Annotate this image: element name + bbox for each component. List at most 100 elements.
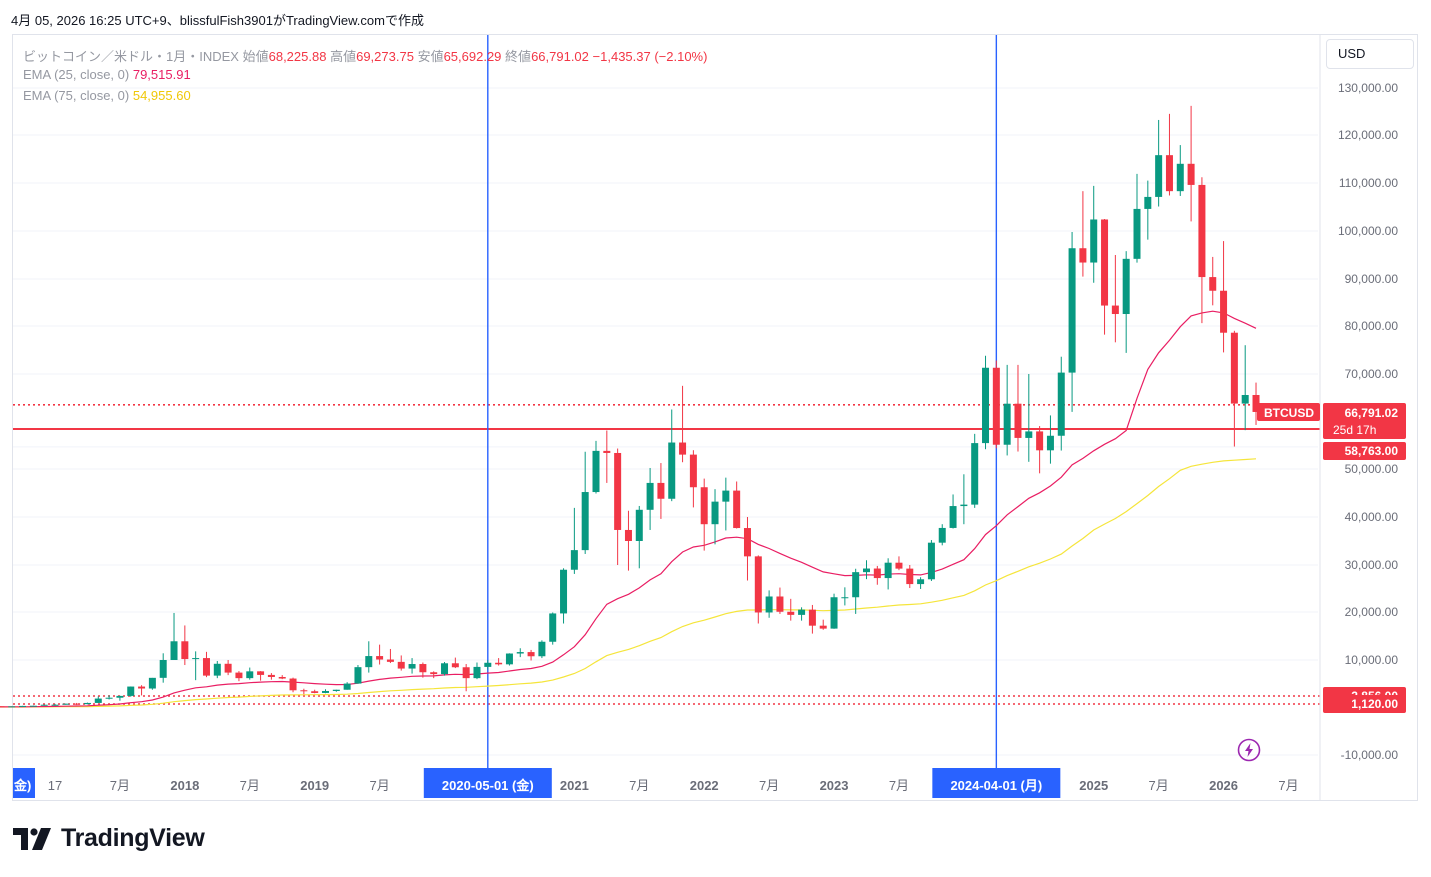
candle-body — [1057, 372, 1065, 436]
price-tick-label: 110,000.00 — [1339, 176, 1398, 190]
time-tick-label: 7月 — [1149, 778, 1169, 793]
candle-body — [224, 663, 232, 673]
ema25-label: EMA (25, close, 0) — [23, 67, 130, 82]
price-tick-label: 120,000.00 — [1338, 128, 1398, 142]
candle-body — [1252, 394, 1260, 412]
brand-name: TradingView — [61, 824, 205, 852]
candle-body — [159, 660, 167, 678]
candle-body — [754, 556, 762, 613]
candle-body — [397, 661, 405, 669]
candle-body — [170, 641, 178, 660]
candle-body — [722, 490, 730, 502]
candle-body — [787, 611, 795, 615]
highlight-time-label-bg — [423, 768, 552, 798]
price-tick-label: -10,000.00 — [1341, 748, 1399, 762]
ema-price-label: 58,763.00 — [1345, 444, 1399, 458]
candle-body — [148, 677, 156, 689]
candle-body — [73, 703, 81, 705]
candle-body — [1068, 248, 1076, 373]
candle-body — [430, 672, 438, 675]
candle-body — [138, 686, 146, 689]
ema25-legend[interactable]: EMA (25, close, 0) 79,515.91 — [23, 67, 191, 82]
candle-body — [322, 690, 329, 693]
tradingview-logo[interactable]: TradingView — [13, 824, 205, 853]
candle-body — [1014, 403, 1022, 438]
clipped-highlight-label: 金) — [13, 778, 31, 793]
ema75-legend[interactable]: EMA (75, close, 0) 54,955.60 — [23, 88, 191, 103]
time-tick-label: 7月 — [110, 778, 130, 793]
currency-button[interactable]: USD — [1326, 39, 1414, 69]
time-tick-label: 2018 — [170, 778, 199, 793]
ema25-value: 79,515.91 — [132, 67, 191, 82]
candle-body — [246, 671, 254, 679]
candle-body — [1090, 219, 1098, 263]
lightning-icon[interactable] — [1237, 738, 1261, 762]
bar-countdown-label: 25d 17h — [1333, 423, 1376, 437]
time-tick-label: 7月 — [629, 778, 649, 793]
candle-body — [841, 597, 849, 599]
price-tick-label: 40,000.00 — [1345, 510, 1399, 524]
candle-body — [8, 706, 16, 708]
price-tick-label: 20,000.00 — [1345, 605, 1399, 619]
candle-body — [1155, 155, 1163, 197]
candle-body — [1122, 258, 1130, 315]
candle-body — [1209, 277, 1217, 291]
candle-body — [938, 527, 946, 543]
candle-body — [603, 450, 611, 453]
candle-body — [679, 442, 687, 455]
time-tick-label: 7月 — [369, 778, 389, 793]
candle-body — [852, 572, 860, 598]
candle-body — [765, 596, 773, 613]
candle-body — [1025, 431, 1033, 438]
candle-body — [235, 672, 243, 679]
time-tick-label: 17 — [48, 778, 62, 793]
candle-body — [906, 568, 914, 585]
candle-body — [646, 482, 654, 510]
close-label: 終値 — [505, 49, 532, 64]
candle-body — [116, 695, 124, 698]
candle-body — [462, 667, 470, 679]
price-tick-label: 10,000.00 — [1345, 653, 1399, 667]
candle-body — [40, 704, 48, 706]
candle-body — [960, 504, 968, 507]
candle-body — [516, 652, 524, 654]
candle-body — [83, 702, 91, 705]
grid-lines — [13, 87, 1318, 756]
candle-body — [441, 663, 449, 675]
candle-body — [1198, 184, 1206, 278]
candle-body — [105, 697, 113, 699]
ema-75-line-group — [0, 458, 1257, 708]
candle-body — [94, 698, 102, 703]
candle-body — [1165, 155, 1173, 192]
candle-body — [1046, 435, 1054, 451]
price-tick-label: 90,000.00 — [1345, 272, 1399, 286]
candle-body — [581, 492, 589, 551]
candle-body — [386, 659, 394, 662]
ema-price-label-bg — [1323, 442, 1406, 460]
candle-body — [624, 529, 632, 541]
symbol-legend[interactable]: ビットコイン／米ドル・1月・INDEX 始値68,225.88 高値69,273… — [23, 46, 707, 65]
candle-body — [419, 664, 427, 673]
candle-body — [808, 609, 816, 626]
candle-body — [1111, 305, 1119, 315]
chart-created-caption: 4月 05, 2026 16:25 UTC+9、blissfulFish3901… — [11, 13, 424, 28]
time-tick-label: 7月 — [759, 778, 779, 793]
candle-body — [873, 568, 881, 579]
price-tick-label: 50,000.00 — [1345, 462, 1399, 476]
candle-body — [1187, 163, 1195, 185]
candle-body — [192, 658, 200, 660]
candle-body — [668, 442, 676, 499]
candle-body — [614, 452, 622, 530]
candle-body — [895, 562, 903, 569]
candle-body — [1036, 431, 1044, 451]
ema-25-line-group — [0, 310, 1257, 708]
highlight-time-label: 2020-05-01 (金) — [442, 778, 534, 793]
candle-body — [300, 690, 308, 692]
candle-body — [927, 542, 935, 580]
price-tick-label: 70,000.00 — [1345, 367, 1399, 381]
candle-body — [332, 689, 340, 691]
candle-body — [278, 676, 286, 679]
price-tick-label: 80,000.00 — [1345, 319, 1399, 333]
